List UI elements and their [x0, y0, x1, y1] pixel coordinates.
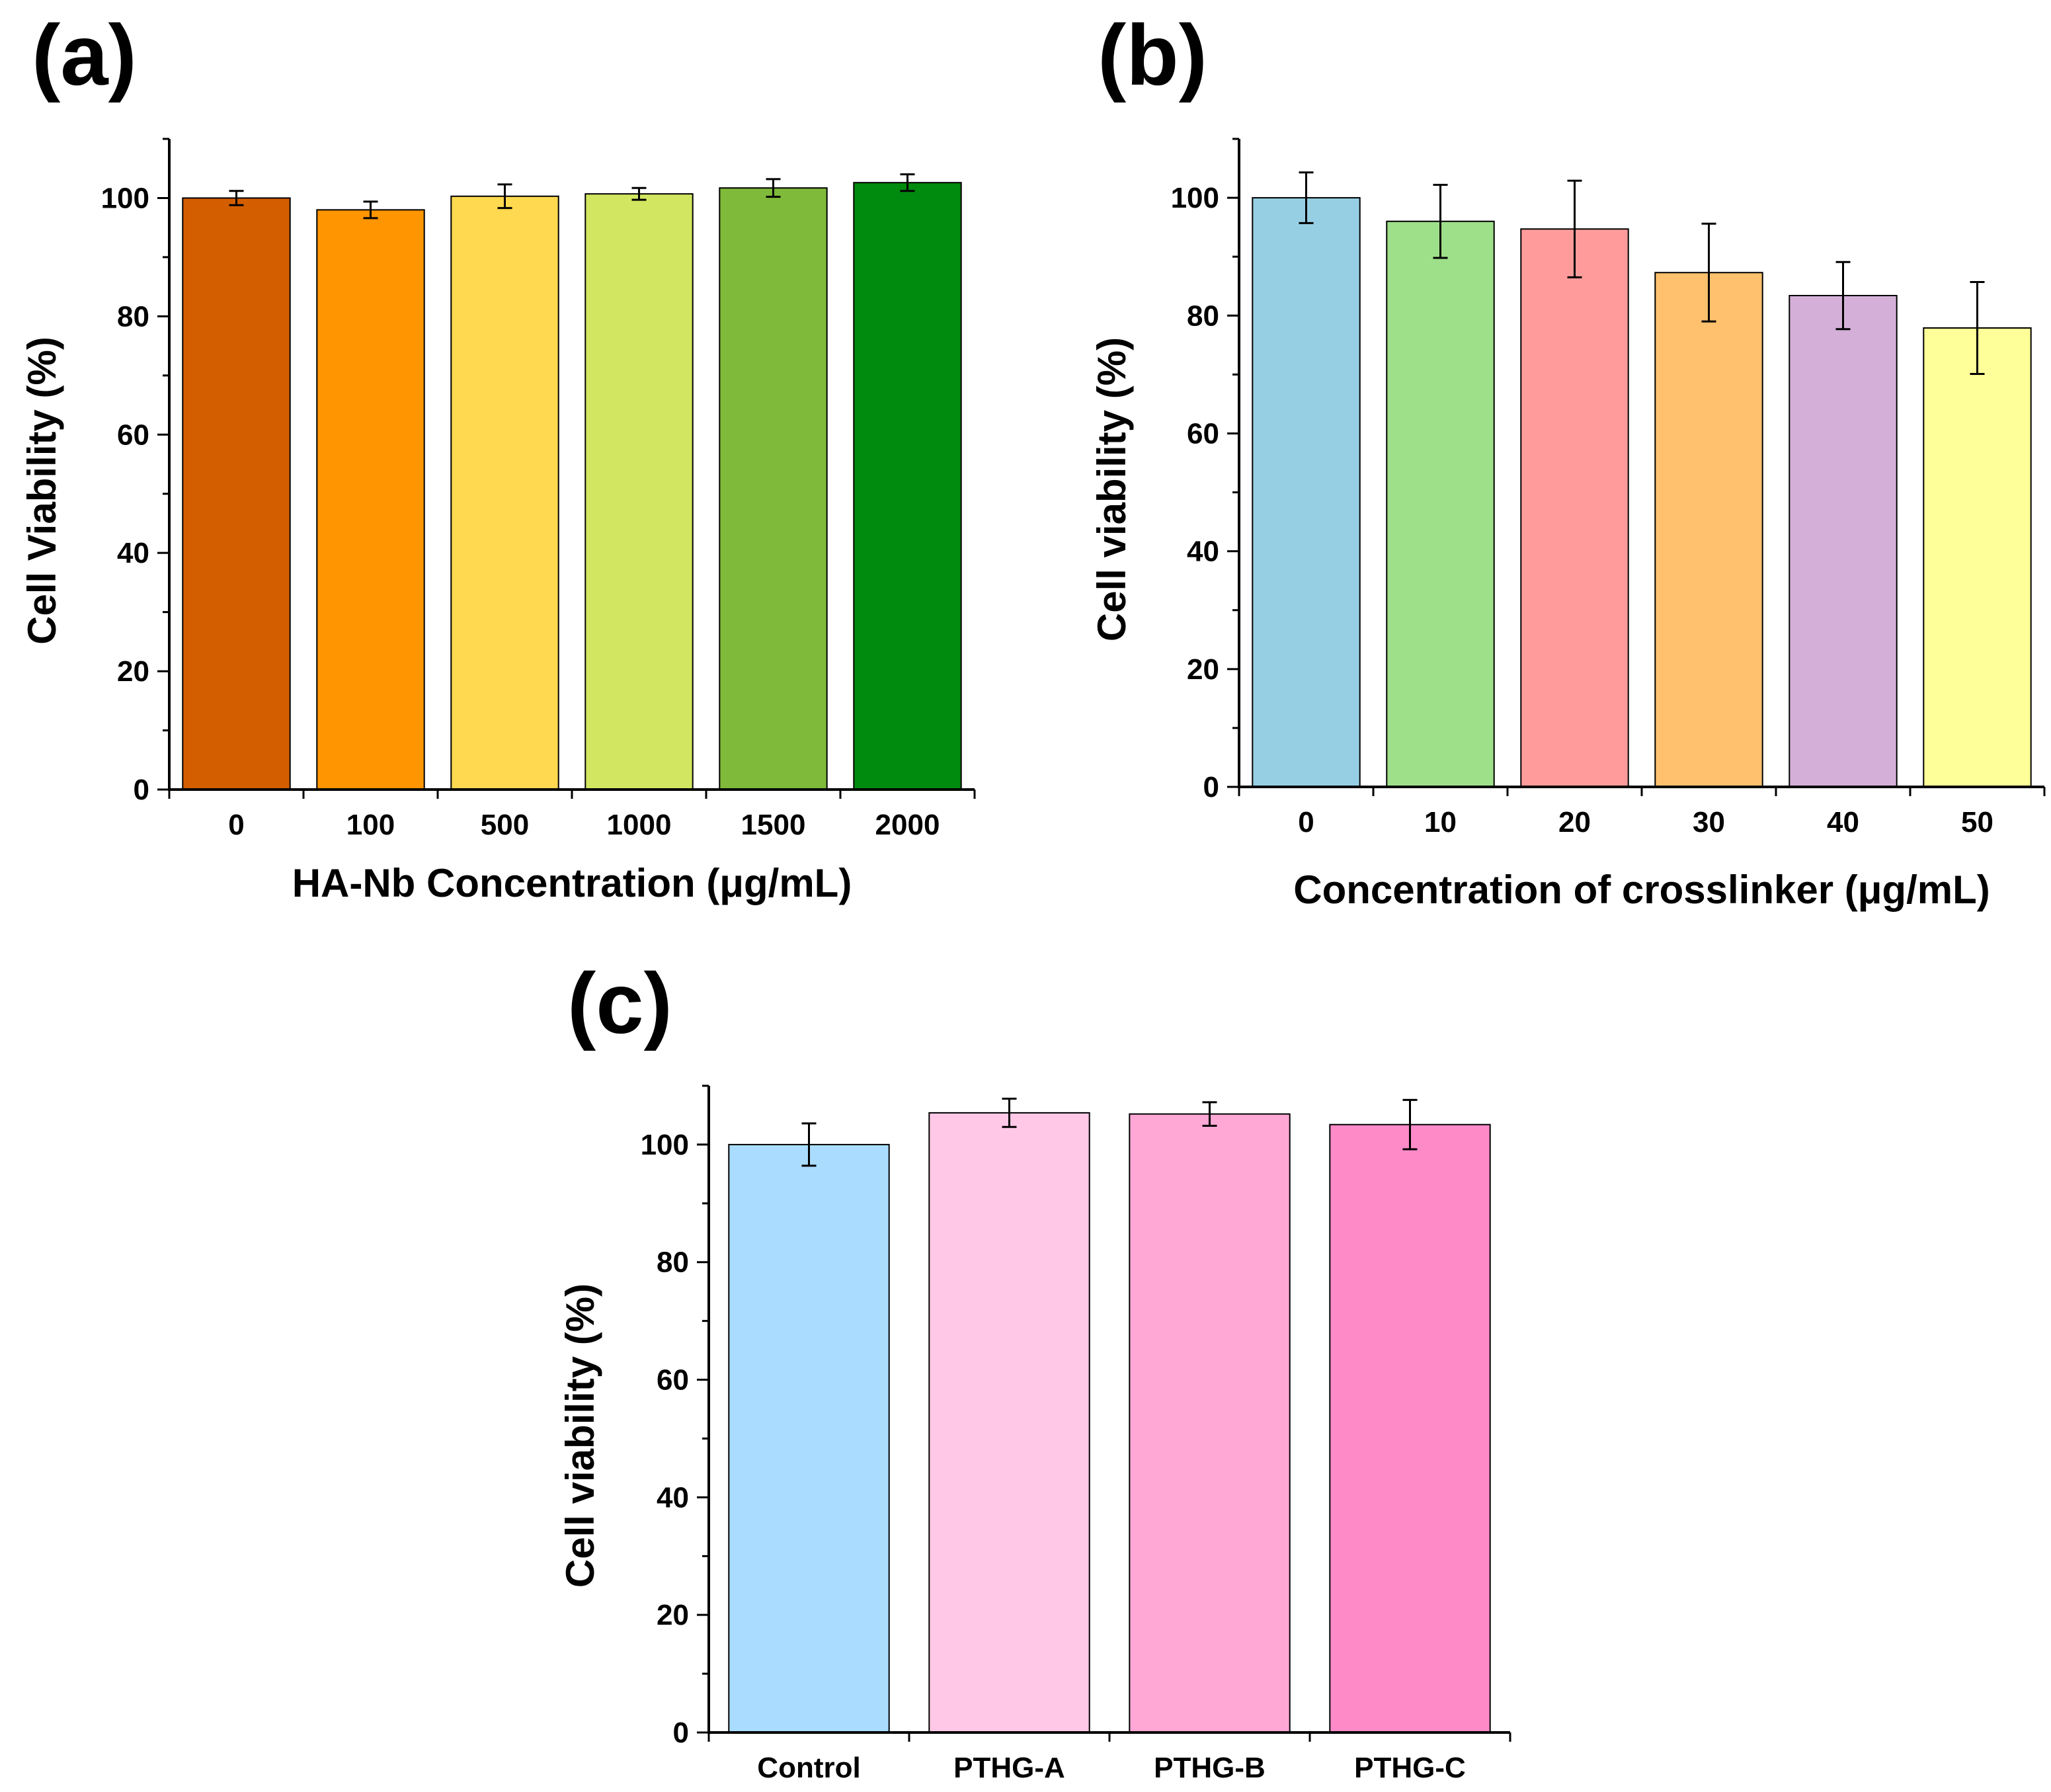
x-tick-label: PTHG-A	[953, 1752, 1065, 1784]
bar	[928, 1112, 1090, 1733]
x-tick-label: 1000	[607, 809, 672, 841]
panel-label: (b)	[1098, 7, 1207, 103]
bar	[1252, 197, 1361, 788]
x-axis-title: HA-Nb Concentration (μg/mL)	[292, 861, 852, 905]
panel-label: (c)	[567, 955, 672, 1051]
y-tick-label: 40	[1187, 536, 1219, 568]
x-tick-label: Control	[757, 1752, 860, 1784]
y-tick-label: 100	[641, 1129, 689, 1161]
x-tick-label: 20	[1558, 806, 1591, 838]
bar	[853, 182, 962, 790]
y-tick-label: 60	[657, 1364, 689, 1397]
bar	[450, 195, 559, 790]
y-tick-label: 40	[657, 1481, 689, 1514]
bar	[1789, 294, 1898, 788]
x-tick-label: 1500	[741, 809, 806, 841]
y-tick-label: 80	[117, 300, 149, 333]
y-tick-label: 40	[117, 537, 149, 569]
panel-label: (a)	[32, 7, 137, 103]
y-tick-label: 0	[134, 774, 149, 806]
y-tick-label: 0	[1203, 771, 1219, 803]
bar	[1520, 228, 1629, 788]
y-tick-label: 20	[117, 655, 149, 688]
bar	[1129, 1113, 1291, 1733]
chart-panel-c: (c) 0 20 40 60 80 100 Control PTHG-A PTHG-B PTHG-C…	[558, 955, 1511, 1784]
x-tick-label: 0	[1298, 806, 1314, 838]
y-tick-label: 100	[101, 182, 149, 214]
y-tick-label: 20	[657, 1599, 689, 1631]
bar	[1654, 272, 1763, 788]
bar	[728, 1143, 890, 1733]
x-axis-title: Concentration of crosslinker (μg/mL)	[1293, 868, 1990, 912]
x-tick-label: 100	[346, 809, 395, 841]
bar	[584, 193, 694, 790]
y-tick-label: 60	[1187, 417, 1219, 450]
x-tick-label: PTHG-B	[1154, 1752, 1266, 1784]
chart-panel-b: (b) 0 20 40 60 80 100 0 10 20 30 40 50 Concentration …	[1090, 7, 2046, 912]
y-tick-label: 20	[1187, 653, 1219, 686]
bar	[1923, 327, 2032, 788]
y-tick-label: 0	[673, 1717, 689, 1749]
y-tick-label: 100	[1171, 182, 1219, 214]
x-tick-label: 0	[228, 809, 244, 841]
y-tick-label: 80	[657, 1246, 689, 1279]
x-tick-label: 500	[481, 809, 529, 841]
y-tick-label: 80	[1187, 300, 1219, 332]
y-axis-title: Cell Viability (%)	[20, 337, 64, 645]
x-tick-label: 2000	[875, 809, 940, 841]
bar	[182, 197, 291, 791]
y-tick-label: 60	[117, 419, 149, 451]
x-tick-label: 40	[1827, 806, 1859, 838]
y-axis-title: Cell viability (%)	[558, 1283, 602, 1588]
bar	[316, 209, 425, 790]
x-tick-label: PTHG-C	[1354, 1752, 1466, 1784]
y-axis-title: Cell viability (%)	[1090, 337, 1134, 641]
bar	[719, 187, 828, 791]
x-tick-label: 50	[1961, 806, 1993, 838]
bar	[1386, 220, 1495, 788]
x-tick-label: 10	[1424, 806, 1457, 838]
x-tick-label: 30	[1693, 806, 1725, 838]
bar	[1329, 1123, 1491, 1734]
